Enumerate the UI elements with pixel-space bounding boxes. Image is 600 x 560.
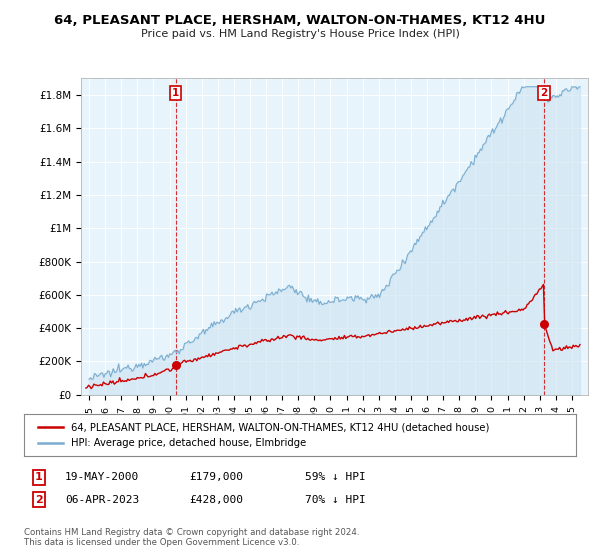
Text: 19-MAY-2000: 19-MAY-2000: [65, 472, 139, 482]
Text: Contains HM Land Registry data © Crown copyright and database right 2024.
This d: Contains HM Land Registry data © Crown c…: [24, 528, 359, 547]
Text: 64, PLEASANT PLACE, HERSHAM, WALTON-ON-THAMES, KT12 4HU: 64, PLEASANT PLACE, HERSHAM, WALTON-ON-T…: [55, 14, 545, 27]
Text: 1: 1: [172, 87, 179, 97]
Text: 2: 2: [35, 494, 43, 505]
Text: £428,000: £428,000: [189, 494, 243, 505]
Text: 1: 1: [35, 472, 43, 482]
Text: 06-APR-2023: 06-APR-2023: [65, 494, 139, 505]
Text: 59% ↓ HPI: 59% ↓ HPI: [305, 472, 365, 482]
Text: Price paid vs. HM Land Registry's House Price Index (HPI): Price paid vs. HM Land Registry's House …: [140, 29, 460, 39]
Text: £179,000: £179,000: [189, 472, 243, 482]
Text: 2: 2: [541, 87, 548, 97]
Legend: 64, PLEASANT PLACE, HERSHAM, WALTON-ON-THAMES, KT12 4HU (detached house), HPI: A: 64, PLEASANT PLACE, HERSHAM, WALTON-ON-T…: [35, 419, 492, 451]
Text: 70% ↓ HPI: 70% ↓ HPI: [305, 494, 365, 505]
